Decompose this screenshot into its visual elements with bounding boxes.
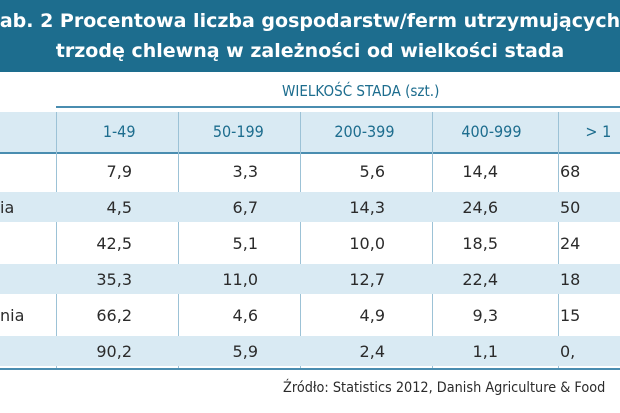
value-cell: 14,4 <box>462 162 498 181</box>
value-cell: 1,1 <box>472 342 498 361</box>
table-row: ia 4,5 6,7 14,3 24,6 50 <box>0 192 620 222</box>
value-cell: 12,7 <box>349 270 385 289</box>
value-cell: 3,3 <box>232 162 258 181</box>
herd-size-group-label: WIELKOŚĆ STADA (szt.) <box>282 82 440 100</box>
value-cell: 24,6 <box>462 198 498 217</box>
value-cell: 66,2 <box>96 306 132 325</box>
table-row: 7,9 3,3 5,6 14,4 68 <box>0 156 620 186</box>
source-note: Źródło: Statistics 2012, Danish Agricult… <box>283 380 606 396</box>
value-cell: 4,5 <box>106 198 132 217</box>
country-cell: ia <box>0 198 15 217</box>
value-cell: 6,7 <box>232 198 258 217</box>
table-title-bar: ab. 2 Procentowa liczba gospodarstw/ferm… <box>0 0 620 72</box>
header-rule <box>0 152 620 154</box>
table-row: 35,3 11,0 12,7 22,4 18 <box>0 264 620 294</box>
value-cell: 7,9 <box>106 162 132 181</box>
value-cell: 18 <box>560 270 581 289</box>
value-cell: 10,0 <box>349 234 385 253</box>
value-cell: 0, <box>560 342 576 361</box>
value-cell: 11,0 <box>222 270 258 289</box>
value-cell: 42,5 <box>96 234 132 253</box>
column-header-50-199: 50-199 <box>212 122 264 141</box>
value-cell: 5,9 <box>232 342 258 361</box>
table-title-line-1: ab. 2 Procentowa liczba gospodarstw/ferm… <box>0 10 620 32</box>
value-cell: 15 <box>560 306 581 325</box>
value-cell: 22,4 <box>462 270 498 289</box>
value-cell: 2,4 <box>359 342 385 361</box>
column-divider <box>56 112 57 368</box>
column-header-row: 1-49 50-199 200-399 400-999 > 1 <box>0 112 620 152</box>
value-cell: 4,6 <box>232 306 258 325</box>
value-cell: 5,1 <box>232 234 258 253</box>
value-cell: 14,3 <box>349 198 385 217</box>
column-header-200-399: 200-399 <box>334 122 395 141</box>
table-row: 42,5 5,1 10,0 18,5 24 <box>0 228 620 258</box>
group-header-row: WIELKOŚĆ STADA (szt.) <box>0 74 620 110</box>
column-divider <box>300 112 301 368</box>
value-cell: 68 <box>560 162 581 181</box>
column-header-400-999: 400-999 <box>461 122 522 141</box>
value-cell: 35,3 <box>96 270 132 289</box>
table-bottom-rule <box>0 368 620 370</box>
table-title-line-2: trzodę chlewną w zależności od wielkości… <box>55 40 565 62</box>
value-cell: 5,6 <box>359 162 385 181</box>
column-divider <box>432 112 433 368</box>
table-row: nia 66,2 4,6 4,9 9,3 15 <box>0 300 620 330</box>
country-cell: nia <box>0 306 25 325</box>
value-cell: 24 <box>560 234 581 253</box>
value-cell: 90,2 <box>96 342 132 361</box>
value-cell: 18,5 <box>462 234 498 253</box>
column-header-over-1000: > 1 <box>585 122 612 141</box>
value-cell: 50 <box>560 198 581 217</box>
column-divider <box>558 112 559 368</box>
group-header-rule <box>56 106 620 108</box>
value-cell: 4,9 <box>359 306 385 325</box>
value-cell: 9,3 <box>472 306 498 325</box>
table-row: 90,2 5,9 2,4 1,1 0, <box>0 336 620 366</box>
column-divider <box>178 112 179 368</box>
column-header-1-49: 1-49 <box>102 122 136 141</box>
